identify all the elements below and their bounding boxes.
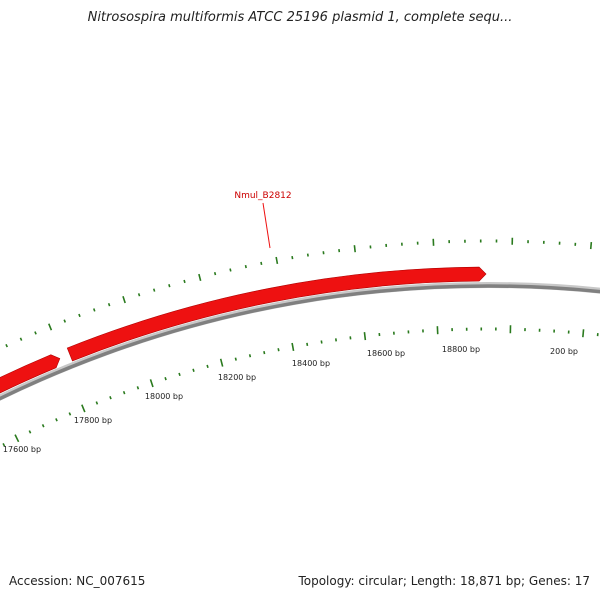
sequence-backbone (0, 284, 600, 401)
inner-ring-major-tick (81, 404, 86, 413)
outer-ring-minor-tick (107, 302, 111, 307)
outer-tick-ring (5, 237, 593, 348)
genes-label: Genes: (528, 574, 571, 588)
inner-ring-minor-tick (164, 377, 167, 381)
inner-ring-minor-tick (306, 342, 309, 346)
gene-label-nmul-b2812[interactable]: Nmul_B2812 (234, 191, 291, 201)
length-value: 18,871 bp (460, 574, 522, 588)
accession-label: Accession: (9, 574, 73, 588)
inner-ring-minor-tick (122, 391, 126, 395)
inner-ring-minor-tick (234, 357, 237, 361)
outer-ring-minor-tick (244, 264, 247, 269)
inner-ring-major-tick (363, 332, 367, 341)
tick-label-18800: 18800 bp (442, 345, 480, 354)
outer-ring-minor-tick (78, 313, 81, 318)
inner-ring-minor-tick (136, 386, 140, 390)
length-label: Length: (410, 574, 457, 588)
outer-ring-minor-tick (168, 284, 171, 288)
outer-ring-minor-tick (19, 337, 23, 341)
inner-ring-minor-tick (109, 396, 112, 400)
genes-value: 17 (574, 574, 590, 588)
outer-ring-minor-tick (92, 308, 96, 312)
tick-label-18600: 18600 bp (367, 349, 405, 358)
tick-label-18000: 18000 bp (145, 392, 183, 401)
outer-ring-minor-tick (5, 343, 8, 348)
outer-ring-major-tick (275, 256, 279, 264)
outer-ring-major-tick (122, 296, 126, 304)
outer-ring-minor-tick (229, 268, 232, 272)
outer-ring-major-tick (198, 273, 202, 281)
sequence-title: Nitrosospira multiformis ATCC 25196 plas… (87, 10, 513, 25)
outer-ring-minor-tick (63, 319, 67, 323)
inner-ring-major-tick (291, 342, 295, 352)
outer-ring-minor-tick (34, 331, 37, 335)
tick-label-200: 200 bp (550, 347, 578, 356)
gene-feature-left-fragment[interactable] (0, 354, 61, 431)
accession-info: Accession: NC_007615 (9, 574, 145, 588)
tick-label-17600: 17600 bp (3, 445, 41, 454)
topology-label: Topology: (298, 574, 355, 588)
outer-ring-minor-tick (137, 293, 141, 297)
topology-value: circular (358, 574, 403, 588)
inner-ring-major-tick (582, 329, 585, 338)
outer-ring-major-tick (353, 245, 356, 253)
inner-ring-minor-tick (277, 348, 280, 352)
inner-ring-major-tick (149, 379, 154, 388)
inner-ring-major-tick (14, 434, 20, 443)
inner-ring-minor-tick (178, 372, 181, 377)
inner-ring-minor-tick (28, 430, 32, 434)
outer-ring-minor-tick (213, 271, 217, 276)
inner-ring-minor-tick (248, 354, 252, 358)
scale-tick-labels: 17600 bp 17800 bp 18000 bp 18200 bp 1840… (3, 345, 578, 454)
outer-ring-major-tick (589, 242, 593, 250)
outer-ring-minor-tick (183, 279, 186, 284)
inner-ring-major-tick (219, 358, 224, 367)
inner-ring-minor-tick (263, 351, 266, 355)
inner-ring-minor-tick (68, 412, 72, 416)
inner-ring-minor-tick (206, 364, 209, 369)
gene-feature-nmul-b2812[interactable] (66, 266, 487, 362)
outer-ring-major-tick (48, 323, 53, 331)
gene-label-leader-line (262, 202, 271, 249)
inner-ring-minor-tick (41, 424, 45, 428)
inner-ring-minor-tick (55, 418, 58, 422)
outer-ring-minor-tick (152, 288, 156, 292)
tick-label-18200: 18200 bp (218, 373, 256, 382)
inner-ring-minor-tick (2, 443, 6, 447)
accession-value: NC_007615 (76, 574, 146, 588)
outer-ring-minor-tick (291, 256, 294, 260)
inner-tick-ring (2, 325, 599, 447)
tick-label-17800: 17800 bp (74, 416, 112, 425)
outer-ring-minor-tick (260, 261, 263, 266)
inner-ring-minor-tick (192, 368, 195, 372)
sequence-summary: Topology: circular; Length: 18,871 bp; G… (298, 574, 590, 588)
tick-label-18400: 18400 bp (292, 359, 330, 368)
inner-ring-minor-tick (95, 401, 99, 405)
